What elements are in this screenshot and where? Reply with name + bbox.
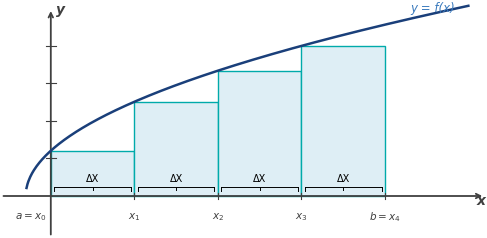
Text: x: x bbox=[476, 193, 486, 208]
Text: ΔX: ΔX bbox=[169, 174, 183, 184]
Text: $a = x_0$: $a = x_0$ bbox=[15, 211, 47, 223]
Text: $x_3$: $x_3$ bbox=[295, 211, 308, 223]
Text: ΔX: ΔX bbox=[337, 174, 350, 184]
Bar bbox=[218, 71, 301, 196]
Bar bbox=[134, 102, 218, 196]
Text: ΔX: ΔX bbox=[86, 174, 99, 184]
Bar bbox=[51, 151, 134, 196]
Text: $x_2$: $x_2$ bbox=[212, 211, 224, 223]
Bar bbox=[301, 46, 385, 196]
Text: y: y bbox=[56, 3, 65, 17]
Text: $x_1$: $x_1$ bbox=[128, 211, 141, 223]
Text: y = f(x): y = f(x) bbox=[410, 2, 455, 15]
Text: $b = x_4$: $b = x_4$ bbox=[369, 210, 401, 224]
Text: ΔX: ΔX bbox=[253, 174, 266, 184]
